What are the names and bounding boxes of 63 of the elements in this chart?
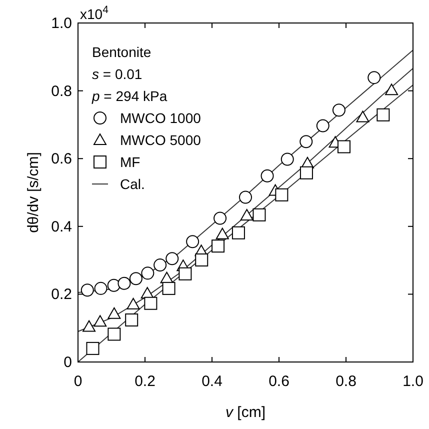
legend-label: MWCO 1000 (120, 110, 202, 126)
point (239, 190, 252, 204)
legend-label: MF (120, 154, 140, 170)
point (162, 282, 176, 295)
point (376, 108, 390, 122)
point (356, 110, 370, 122)
point (107, 278, 120, 292)
point (214, 212, 227, 225)
point (80, 284, 94, 297)
point (94, 282, 108, 295)
point (368, 71, 381, 84)
x-tick-label: 0.2 (134, 373, 156, 390)
point (108, 307, 121, 319)
point (260, 169, 274, 182)
point (144, 296, 158, 310)
point (300, 135, 313, 148)
x-tick-label: 0.6 (268, 373, 290, 390)
text: x10$^{4}$ (80, 4, 109, 22)
point (86, 342, 100, 355)
x-axis-title: v [cm] (226, 404, 266, 421)
point (337, 140, 350, 154)
point (216, 228, 229, 240)
point (126, 298, 140, 310)
annotation: p = 294 kPa (91, 88, 168, 104)
point (141, 266, 154, 280)
point (212, 240, 225, 253)
y-tick-label: 0.6 (51, 150, 72, 168)
point (186, 235, 200, 248)
point (332, 104, 346, 117)
point (232, 226, 245, 240)
line-series (78, 68, 414, 332)
y-axis-title: dθ/dv [s/cm] (25, 152, 42, 233)
point (240, 209, 254, 221)
legend-label: Cal. (120, 176, 145, 192)
point (94, 315, 107, 327)
point (316, 119, 330, 132)
point (178, 267, 192, 280)
y-tick-label: 0 (64, 354, 72, 371)
point (252, 208, 266, 222)
point (195, 253, 208, 266)
point (125, 313, 138, 326)
point (280, 152, 294, 166)
x-tick-label: 0 (74, 373, 82, 390)
point (154, 258, 167, 272)
point (275, 188, 288, 202)
point (82, 320, 96, 332)
point (108, 328, 121, 341)
annotation: s = 0.01 (92, 66, 142, 82)
point (129, 272, 142, 286)
x-tick-label: 0.4 (202, 373, 222, 390)
annotation: Bentonite (92, 44, 152, 60)
x-tick-label: 0.8 (336, 373, 356, 390)
x-tick-label: 1.0 (402, 373, 424, 390)
y-tick-label: 0.4 (51, 218, 72, 236)
y-tick-label: 1.0 (51, 15, 72, 32)
point (300, 166, 313, 180)
line-series (78, 84, 414, 362)
point (385, 84, 398, 96)
legend-label: MWCO 5000 (120, 132, 202, 148)
point (118, 276, 131, 290)
y-tick-label: 0.2 (51, 286, 72, 304)
point (166, 252, 179, 266)
y-tick-label: 0.8 (51, 82, 72, 100)
